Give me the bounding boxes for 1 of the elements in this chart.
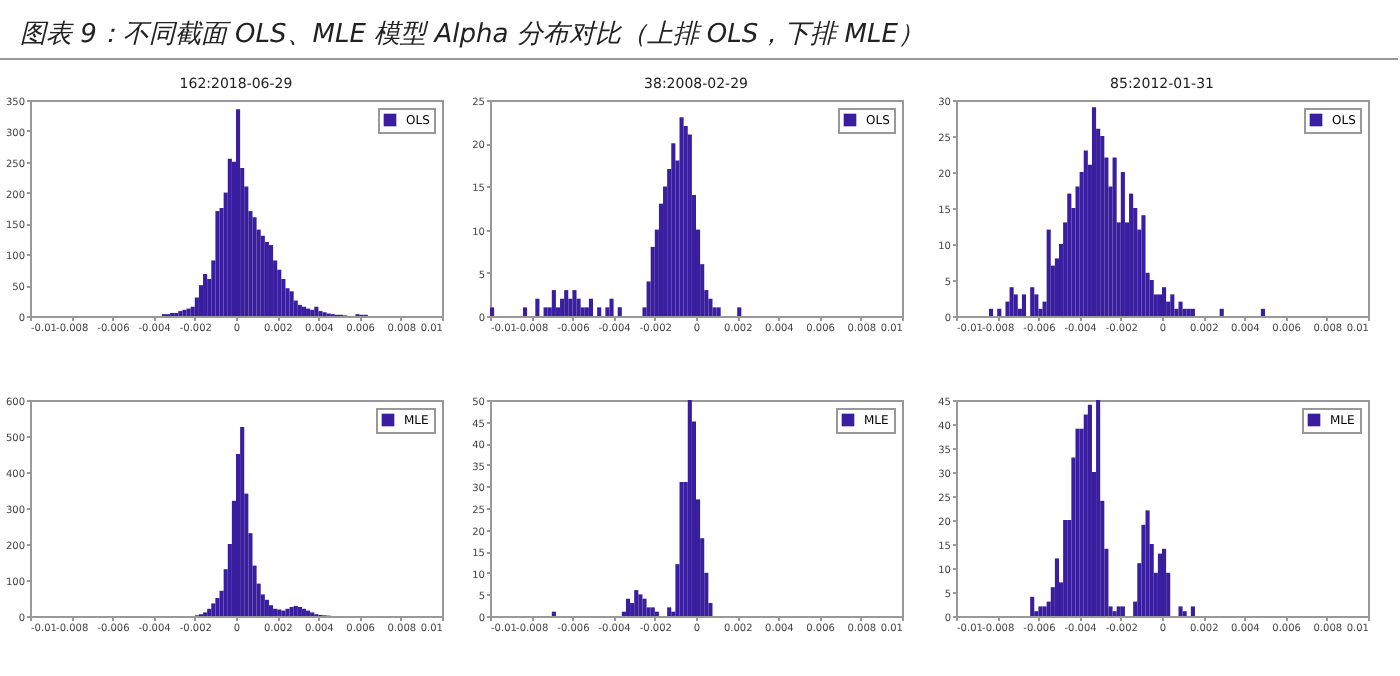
text: 图表 9：不同截面 OLS、MLE 模型 Alpha 分布对比（上排 OLS，下排 MLE）: [0, 0, 1398, 60]
